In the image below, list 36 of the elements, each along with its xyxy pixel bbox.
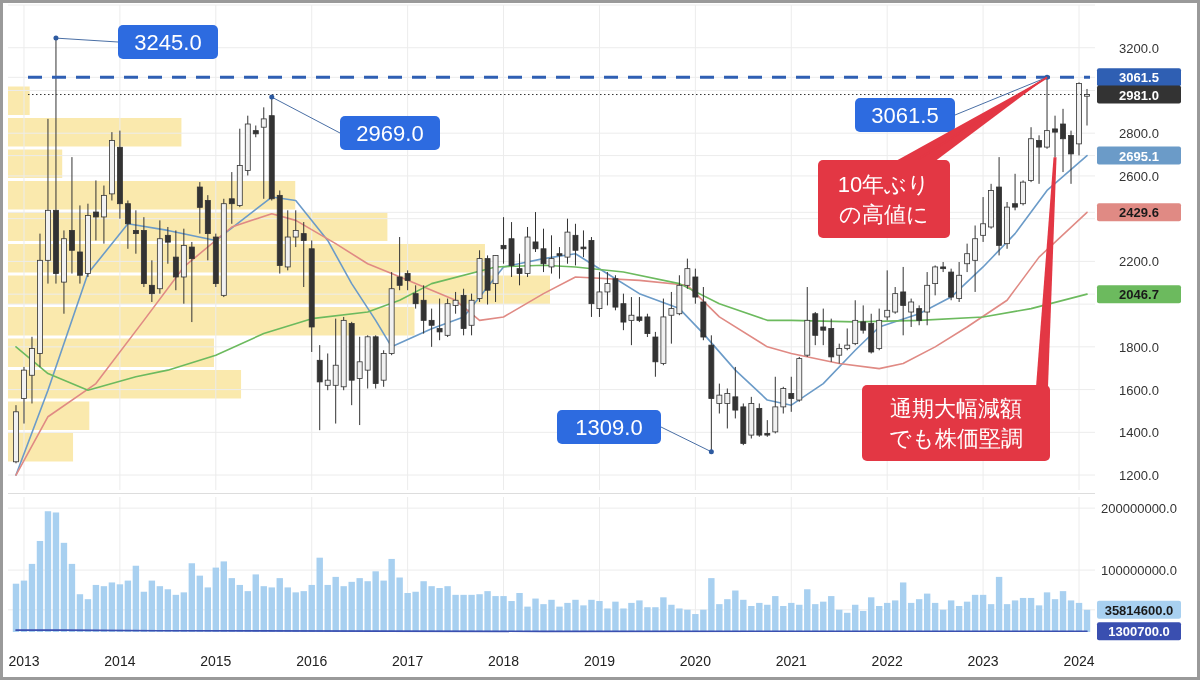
- annotation: 10年ぶりの高値に: [837, 171, 931, 227]
- ref-line-label: 2981.0: [1119, 87, 1159, 103]
- x-tick-label: 2015: [200, 653, 232, 669]
- y-tick-label: 2200.0: [1119, 254, 1159, 270]
- y-tick-label: 2800.0: [1119, 126, 1159, 142]
- y-tick-label: 3061.5: [1119, 70, 1159, 86]
- y-tick-label: 1200.0: [1119, 468, 1159, 484]
- x-tick-label: 2020: [679, 653, 712, 669]
- annotation: 2969.0: [356, 120, 424, 146]
- y-tick-label: 35814600.0: [1104, 602, 1174, 618]
- y-tick-label: 100000000.0: [1101, 563, 1177, 579]
- y-tick-label: 1400.0: [1119, 425, 1159, 441]
- annotation: 3245.0: [134, 29, 202, 55]
- annotation: 1309.0: [575, 414, 643, 440]
- x-tick-label: 2018: [487, 653, 520, 669]
- price-scale-label: 1300700.0: [1097, 622, 1181, 641]
- x-tick-label: 2017: [392, 653, 424, 669]
- y-tick-label: 2695.1: [1119, 148, 1159, 164]
- data-label: 1300700.0: [1108, 624, 1170, 640]
- x-tick-label: 2016: [296, 653, 328, 669]
- x-tick-label: 2024: [1063, 653, 1095, 669]
- y-tick-label: 200000000.0: [1101, 501, 1177, 517]
- x-tick-label: 2023: [967, 653, 999, 669]
- x-tick-label: 2013: [8, 653, 40, 669]
- x-tick-label: 2019: [583, 653, 616, 669]
- y-tick-label: 2600.0: [1119, 168, 1159, 184]
- y-tick-label: 1800.0: [1119, 339, 1159, 355]
- x-tick-label: 2021: [775, 653, 808, 669]
- y-tick-label: 2046.7: [1119, 287, 1159, 303]
- annotation: 3061.5: [871, 102, 939, 128]
- x-tick-label: 2014: [104, 653, 136, 669]
- y-tick-label: 2429.6: [1119, 205, 1159, 221]
- x-tick-label: 2022: [871, 653, 903, 669]
- y-tick-label: 3200.0: [1119, 40, 1159, 56]
- annotation: 通期大幅減額でも株価堅調: [889, 395, 1023, 451]
- y-tick-label: 1600.0: [1119, 382, 1159, 398]
